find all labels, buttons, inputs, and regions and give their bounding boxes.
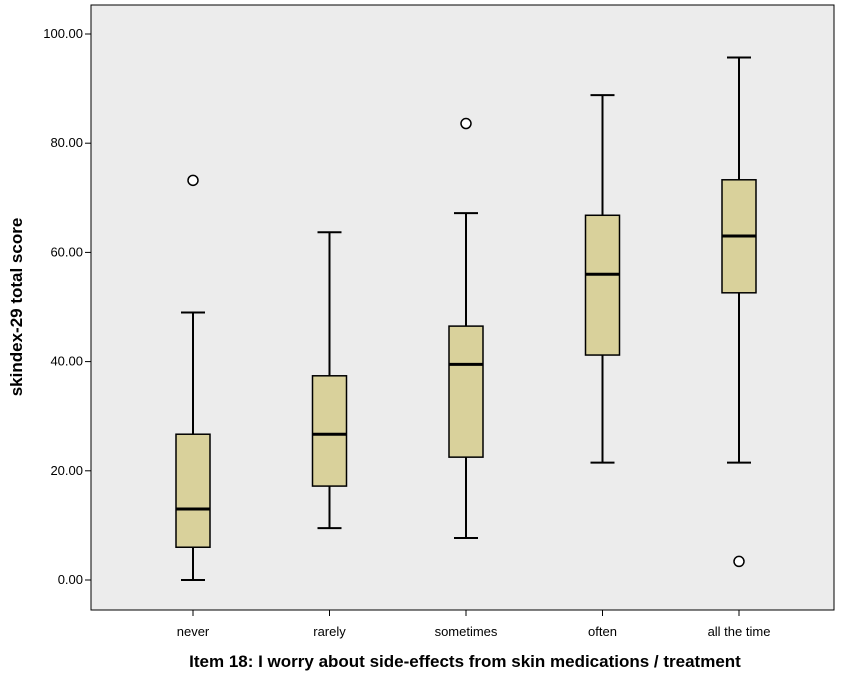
x-axis-title: Item 18: I worry about side-effects from… — [189, 652, 741, 671]
y-tick-label: 0.00 — [58, 572, 83, 587]
x-tick-label: all the time — [708, 624, 771, 639]
y-tick-label: 100.00 — [43, 26, 83, 41]
x-tick-label: often — [588, 624, 617, 639]
outlier-point — [187, 174, 199, 187]
box-iqr — [311, 375, 348, 487]
x-tick-label: sometimes — [435, 624, 498, 639]
x-tick-label: never — [177, 624, 210, 639]
y-axis-title: skindex-29 total score — [7, 218, 26, 397]
boxes-group — [175, 56, 757, 581]
x-tick-label: rarely — [313, 624, 346, 639]
box-iqr — [584, 214, 621, 356]
box-iqr — [448, 325, 484, 458]
box-iqr — [175, 433, 211, 548]
y-tick-label: 60.00 — [50, 244, 83, 259]
y-tick-label: 80.00 — [50, 135, 83, 150]
y-tick-label: 20.00 — [50, 463, 83, 478]
x-axis: never rarely sometimes often all the time — [177, 610, 771, 639]
outlier-point — [733, 555, 745, 568]
plot-area — [90, 4, 835, 611]
y-tick-label: 40.00 — [50, 354, 83, 369]
outlier-point — [460, 117, 472, 130]
y-axis: 0.00 20.00 40.00 60.00 80.00 100.00 — [43, 26, 91, 587]
